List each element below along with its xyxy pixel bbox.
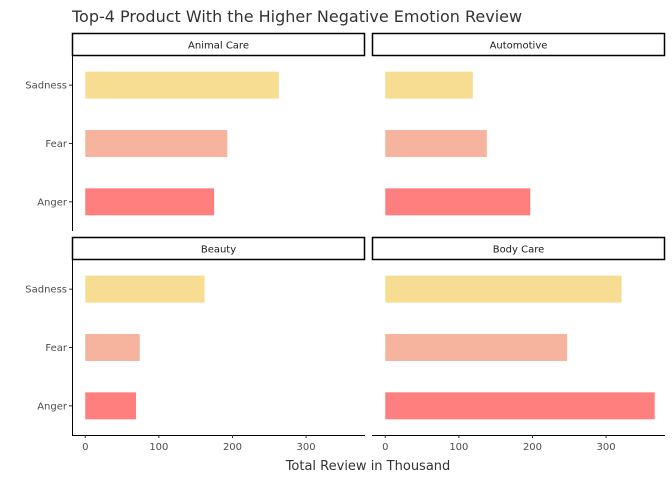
facet-strip-label: Animal Care [188,41,249,52]
x-tick-label: 300 [297,442,316,453]
x-axis-title: Total Review in Thousand [285,459,451,474]
facet-strip [371,32,666,57]
facet-panel: Automotive [371,32,666,216]
x-tick-label: 200 [523,442,542,453]
bar-fear [385,334,568,361]
facet-strip-label: Automotive [490,41,548,52]
x-tick-label: 200 [223,442,242,453]
facet-strip-label: Beauty [201,245,236,256]
facet-strip [71,32,366,57]
bar-anger [385,392,655,420]
chart-title: Top-4 Product With the Higher Negative E… [71,7,522,26]
y-tick-label: Sadness [25,285,67,296]
facet-strip-label: Body Care [493,245,545,256]
bar-anger [85,188,215,216]
y-tick-label: Anger [37,197,68,208]
x-tick-label: 0 [382,442,388,453]
y-tick-label: Fear [45,139,67,150]
facet-panel: Body Care 0 100 200 300 [371,236,666,453]
y-tick-label: Sadness [25,81,67,92]
bar-anger [385,188,531,216]
x-tick-label: 100 [149,442,168,453]
y-tick-label: Fear [45,343,67,354]
bar-fear [385,130,487,157]
y-tick-label: Anger [37,401,68,412]
x-tick-label: 300 [597,442,616,453]
facet-strip [371,236,666,261]
facet-panel: Beauty Sadness Fear Anger 0 100 200 300 [25,236,366,453]
bar-fear [85,130,228,157]
facet-strip [71,236,366,261]
panels-layer: Animal Care Sadness Fear Anger Automotive Bea… [25,32,666,453]
bar-fear [85,334,140,361]
x-tick-label: 0 [82,442,88,453]
bar-anger [85,392,137,420]
bar-sadness [85,71,279,99]
bar-sadness [385,275,622,303]
bar-sadness [385,71,473,99]
bar-sadness [85,275,205,303]
facet-panel: Animal Care Sadness Fear Anger [25,32,366,231]
x-tick-label: 100 [449,442,468,453]
